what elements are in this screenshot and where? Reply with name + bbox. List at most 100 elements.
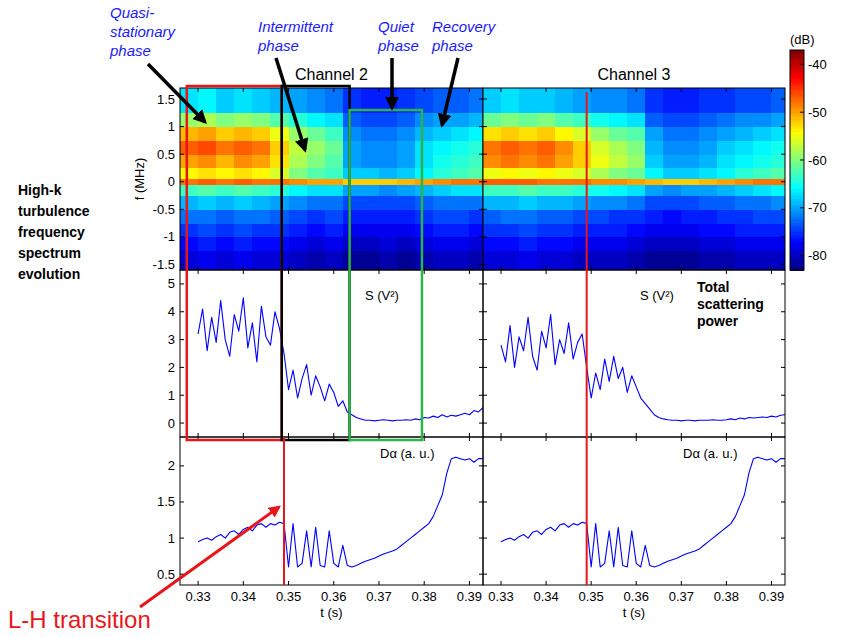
heatmap-cell (555, 154, 573, 168)
text-line: spectrum (18, 245, 81, 261)
x-tick (591, 433, 592, 437)
y-tick (180, 126, 184, 127)
heatmap-cell (681, 88, 699, 113)
heatmap-cell (234, 113, 252, 127)
heatmap-cell (663, 196, 681, 210)
text-line: power (697, 313, 739, 329)
heatmap-cell (735, 113, 753, 127)
heatmap-cell (307, 113, 325, 127)
heatmap-cell (216, 168, 234, 179)
y-tick (483, 574, 487, 575)
y-tick-label: 1 (168, 531, 175, 546)
heatmap-cell (555, 185, 573, 196)
heatmap-cell (609, 154, 627, 168)
heatmap-cell (663, 237, 681, 251)
line-series (198, 457, 483, 567)
y-tick (483, 181, 487, 182)
panel-label: S (V²) (640, 288, 674, 303)
y-tick (479, 538, 483, 539)
heatmap-cell (771, 154, 785, 168)
heatmap-cell (735, 251, 753, 270)
heatmap-cell (433, 209, 451, 223)
panel-label: Dα (a. u.) (683, 446, 737, 461)
heatmap-cell (469, 223, 483, 237)
heatmap-cell (483, 185, 501, 196)
heatmap-cell (645, 140, 663, 154)
heatmap-cell (573, 237, 591, 251)
phase-label: Quietphase (377, 18, 419, 54)
heatmap-cell (234, 88, 252, 113)
heatmap-cell (699, 154, 717, 168)
y-tick (479, 283, 483, 284)
heatmap-cell (415, 140, 433, 154)
heatmap-cell (717, 196, 735, 210)
plot-frame (180, 270, 483, 437)
heatmap-cell (609, 196, 627, 210)
x-tick (243, 266, 244, 270)
y-tick (483, 538, 487, 539)
heatmap-cell (415, 185, 433, 196)
heatmap-cell (234, 196, 252, 210)
heatmap-cell (753, 140, 771, 154)
y-tick (781, 367, 785, 368)
y-tick (180, 465, 184, 466)
colorbar-tick-label: -70 (808, 200, 827, 215)
x-tick (771, 266, 772, 270)
heatmap-cell (415, 251, 433, 270)
y-tick (781, 283, 785, 284)
heatmap-cell (198, 209, 216, 223)
heatmap-cell (717, 113, 735, 127)
heatmap-cell (379, 223, 397, 237)
text-line: Recovery (432, 18, 497, 35)
heatmap-cell (433, 179, 451, 185)
y-tick (479, 395, 483, 396)
y-tick-label: 1 (168, 388, 175, 403)
heatmap-cell (519, 168, 537, 179)
heatmap-cell (343, 154, 361, 168)
heatmap-cell (252, 168, 270, 179)
heatmap-cell (289, 179, 307, 185)
x-tick (636, 88, 637, 92)
heatmap-cell (609, 237, 627, 251)
heatmap-cell (645, 251, 663, 270)
heatmap-cell (216, 209, 234, 223)
heatmap-cell (645, 209, 663, 223)
heatmap-cell (753, 168, 771, 179)
heatmap-cell (627, 237, 645, 251)
text-line: Quasi- (110, 4, 154, 21)
heatmap-cell (379, 185, 397, 196)
heatmap-cell (591, 251, 609, 270)
y-tick (180, 538, 184, 539)
heatmap-cell (252, 251, 270, 270)
heatmap-cell (483, 196, 501, 210)
heatmap-cell (343, 237, 361, 251)
y-tick (483, 283, 487, 284)
heatmap-cell (537, 196, 555, 210)
heatmap-cell (573, 185, 591, 196)
heatmap-cell (735, 154, 753, 168)
x-tick (378, 270, 379, 274)
y-tick (483, 209, 487, 210)
heatmap-cell (451, 185, 469, 196)
heatmap-cell (573, 154, 591, 168)
x-tick (333, 433, 334, 437)
heatmap-cell (216, 154, 234, 168)
heatmap-cell (501, 113, 519, 127)
phase-arrow (148, 64, 205, 122)
heatmap-cell (501, 237, 519, 251)
heatmap-cell (180, 223, 198, 237)
heatmap-cell (699, 113, 717, 127)
heatmap-cell (469, 140, 483, 154)
phase-box (282, 86, 350, 440)
heatmap-cell (555, 113, 573, 127)
x-tick (198, 270, 199, 274)
x-tick (726, 437, 727, 441)
heatmap-cell (451, 127, 469, 141)
heatmap-cell (663, 127, 681, 141)
y-tick (180, 395, 184, 396)
heatmap-cell (397, 251, 415, 270)
heatmap-cell (717, 168, 735, 179)
heatmap-cell (415, 196, 433, 210)
heatmap-cell (519, 185, 537, 196)
heatmap-cell (343, 209, 361, 223)
